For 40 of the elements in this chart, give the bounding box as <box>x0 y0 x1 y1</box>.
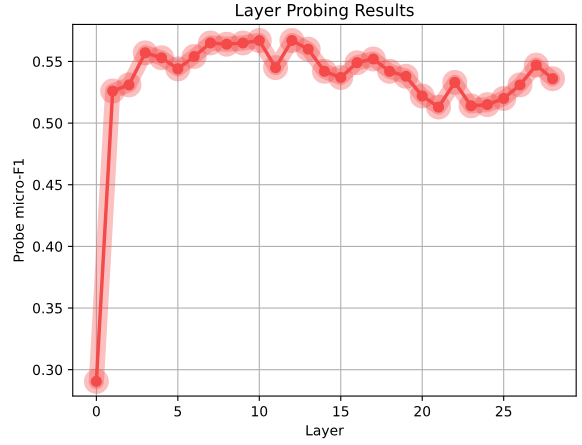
y-tick-label: 0.35 <box>33 302 62 314</box>
point <box>426 94 452 120</box>
chart-title: Layer Probing Results <box>236 3 414 20</box>
point <box>263 55 288 80</box>
point <box>116 72 142 98</box>
point <box>474 92 500 118</box>
point <box>132 40 158 66</box>
y-tick-label: 0.30 <box>33 364 62 376</box>
point <box>344 50 370 76</box>
point <box>312 58 337 84</box>
point <box>246 28 272 54</box>
point <box>149 45 174 70</box>
point <box>328 64 354 90</box>
point <box>491 86 516 111</box>
y-tick-label: 0.40 <box>33 241 62 252</box>
point <box>524 52 549 78</box>
x-tick-label: 20 <box>414 406 430 417</box>
point <box>393 64 418 89</box>
point <box>410 83 435 108</box>
x-tick-label: 15 <box>333 406 348 417</box>
x-tick-label: 10 <box>252 406 268 417</box>
point <box>507 72 532 98</box>
y-tick-label: 0.45 <box>33 180 62 190</box>
y-axis-title: Probe micro-F1 <box>13 159 24 262</box>
point <box>540 66 566 92</box>
y-tick-label: 0.55 <box>33 56 62 67</box>
point <box>165 56 190 82</box>
point <box>360 46 386 72</box>
x-axis-title: Layer <box>306 425 344 438</box>
point <box>442 70 468 95</box>
point <box>84 368 109 394</box>
point <box>296 36 321 62</box>
point <box>279 28 304 54</box>
x-tick-label: 5 <box>174 406 182 417</box>
x-tick-label: 25 <box>496 406 512 417</box>
x-tick-label: 0 <box>92 406 100 417</box>
y-tick-label: 0.50 <box>33 118 62 129</box>
point <box>100 78 126 104</box>
point <box>377 58 402 84</box>
point <box>182 44 207 70</box>
